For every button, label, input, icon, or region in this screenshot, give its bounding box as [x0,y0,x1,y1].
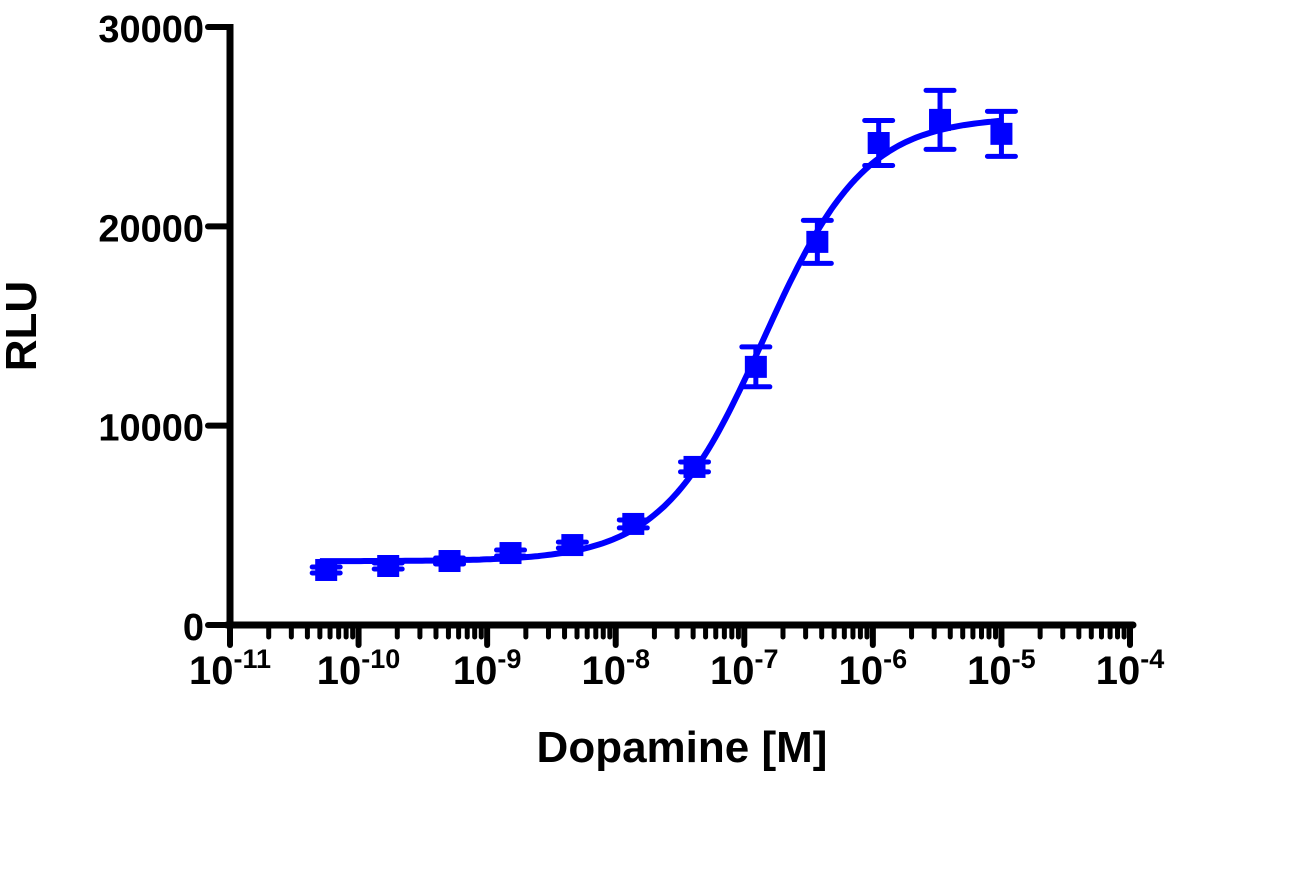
data-point [800,217,834,266]
data-point [309,558,343,581]
x-tick-label: 10-6 [839,644,908,693]
y-axis-ticks: 0 10000 20000 30000 [98,9,233,649]
tick-exponent: -10 [361,644,400,674]
y-tick-label: 30000 [98,9,204,51]
tick-base: 10 [1096,649,1141,693]
square-marker [744,355,767,378]
data-point [494,542,528,565]
tick-base: 10 [189,649,234,693]
tick-exponent: -7 [755,644,779,674]
data-point [555,534,589,557]
square-marker [806,230,829,253]
tick-base: 10 [453,649,498,693]
tick-base: 10 [839,649,884,693]
tick-exponent: -11 [233,644,271,674]
x-axis-label: Dopamine [M] [537,723,828,772]
square-marker [929,108,952,131]
x-tick-label: 10-10 [317,644,401,693]
data-point [739,344,773,390]
square-marker [622,512,645,535]
y-tick-label: 0 [183,607,204,649]
square-marker [377,554,400,577]
tick-exponent: -8 [626,644,650,674]
tick-base: 10 [581,649,626,693]
x-tick-label: 10-11 [189,644,271,693]
square-marker [867,132,890,155]
data-point [923,87,957,152]
square-marker [499,542,522,565]
tick-exponent: -6 [883,644,907,674]
x-axis-ticks: 10-11 10-10 10-9 10-8 10-7 10-6 10-5 10-4 [189,622,1165,693]
axes [223,24,1137,629]
y-axis-label: RLU [0,281,46,371]
y-tick-label: 10000 [98,408,204,450]
x-tick-label: 10-5 [967,644,1036,693]
square-marker [683,455,706,478]
tick-exponent: -9 [497,644,521,674]
data-point [678,455,712,478]
x-tick-label: 10-9 [453,644,522,693]
square-marker [561,534,584,557]
data-point [862,117,896,169]
tick-base: 10 [710,649,755,693]
square-marker [438,550,461,573]
data-point [984,108,1018,159]
square-marker [990,122,1013,145]
tick-exponent: -4 [1140,644,1164,674]
y-tick-label: 20000 [98,208,204,250]
x-tick-label: 10-8 [581,644,650,693]
data-point [433,550,467,573]
x-tick-label: 10-4 [1096,644,1165,693]
data-point [616,512,650,535]
tick-base: 10 [967,649,1012,693]
square-marker [315,558,338,581]
tick-base: 10 [317,649,362,693]
data-point [371,554,405,577]
x-tick-label: 10-7 [710,644,779,693]
fit-curve [319,117,1002,565]
data-points [309,87,1018,581]
tick-exponent: -5 [1012,644,1036,674]
